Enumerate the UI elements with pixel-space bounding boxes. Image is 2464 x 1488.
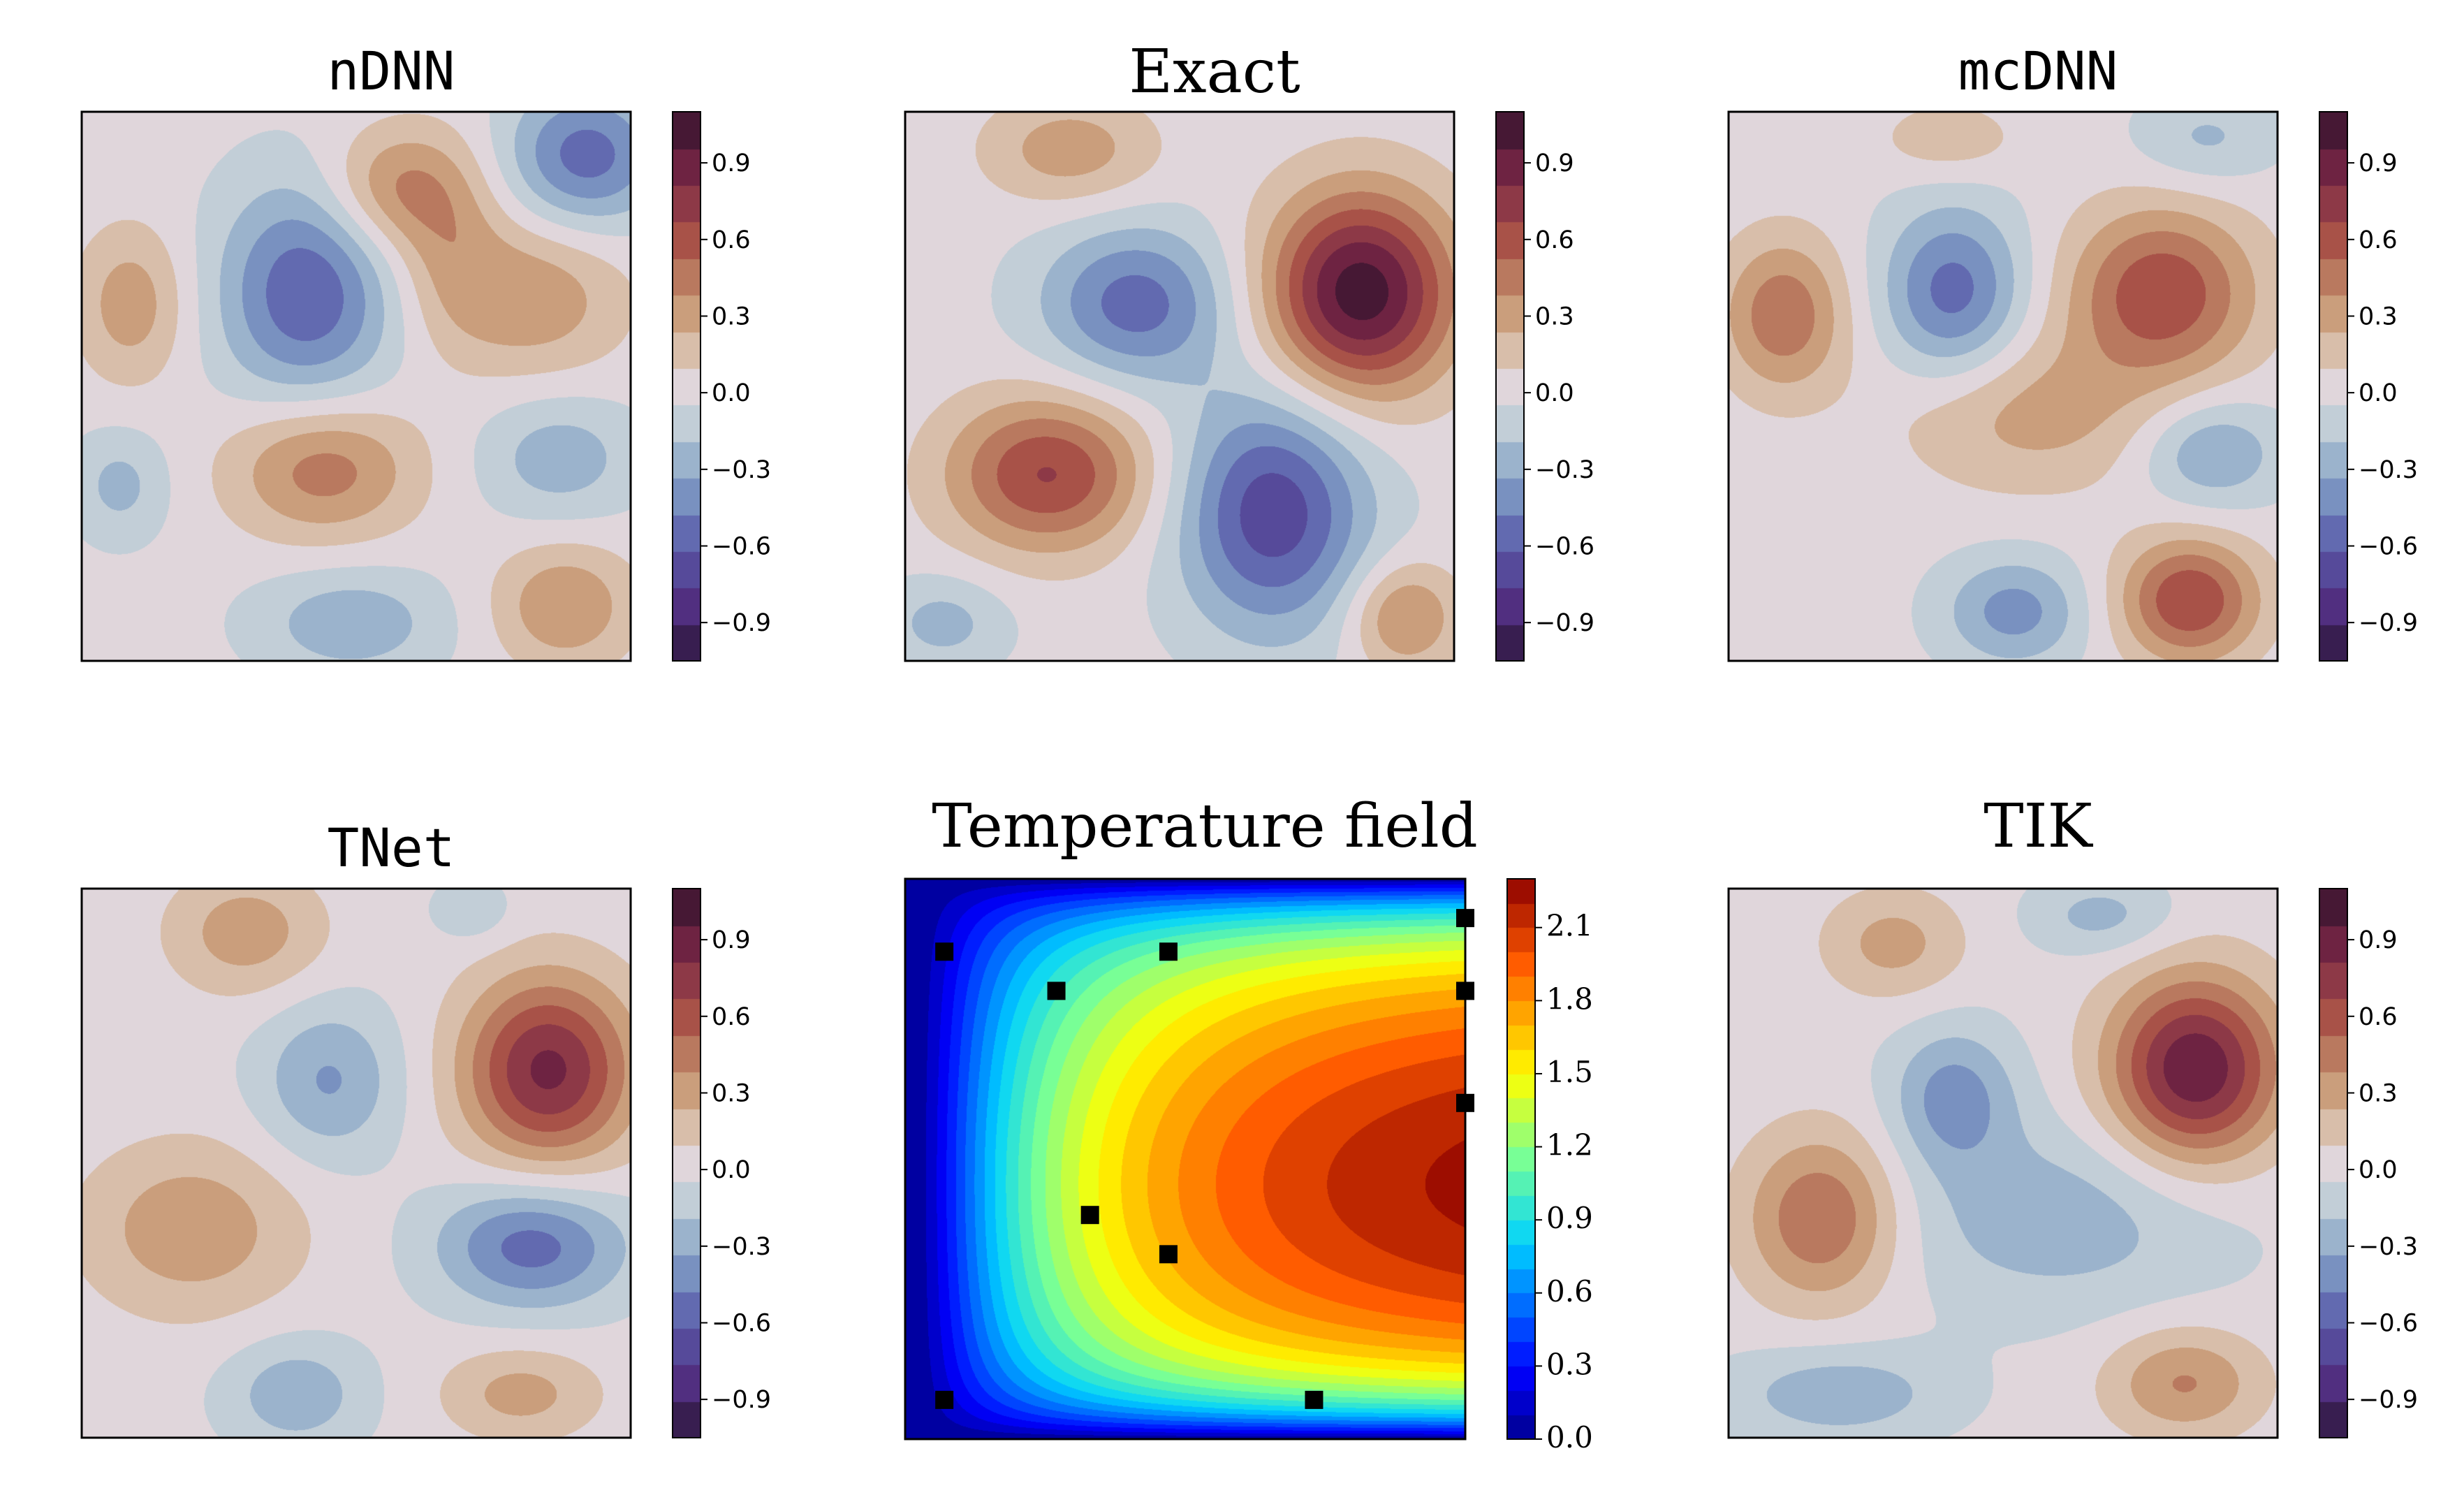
plot-area-tnet	[82, 889, 631, 1438]
colorbar-tick-label: −0.6	[712, 532, 771, 560]
colorbar-tick-label: −0.3	[712, 456, 771, 484]
colorbar-tick-label: −0.3	[712, 1233, 771, 1261]
colorbar-tick-label: 0.3	[1546, 1347, 1593, 1381]
colorbar-tick-label: 0.3	[2359, 1079, 2398, 1107]
colorbar-exact	[1496, 112, 1524, 661]
panel-title-tik: TIK	[1983, 792, 2093, 861]
colorbar-tick-label: −0.6	[1535, 532, 1594, 560]
colorbar-tick-label: −0.6	[712, 1309, 771, 1337]
colorbar-tick-label: 0.6	[1535, 226, 1574, 254]
colorbar-tick-label: 0.6	[712, 1003, 751, 1031]
sensor-markers	[935, 909, 1474, 1409]
panel-tik: TIK 0.9 0.6 0.3 0.0 −0.3 −0.6 −0.9	[1727, 792, 2418, 1439]
colorbar-tick-label: 0.3	[2359, 302, 2398, 330]
plot-frame-ndnn	[80, 110, 632, 662]
colorbar-ticks-ndnn: 0.9 0.6 0.3 0.0 −0.3 −0.6 −0.9	[701, 149, 771, 637]
colorbar-ndnn	[673, 112, 701, 661]
sensor-marker	[1080, 1206, 1099, 1225]
colorbar-tick-label: −0.3	[2359, 1233, 2418, 1261]
sensor-marker	[1305, 1390, 1323, 1409]
plot-frame-tnet	[80, 887, 632, 1439]
colorbar-tick-label: −0.3	[2359, 456, 2418, 484]
colorbar-tick-label: 0.9	[2359, 149, 2398, 177]
sensor-marker	[1159, 942, 1178, 961]
plot-area-mcdnn	[1729, 112, 2278, 661]
plot-area-tik	[1729, 889, 2278, 1438]
sensor-marker	[1456, 909, 1474, 928]
sensor-marker	[935, 1390, 954, 1409]
colorbar-tick-label: 1.2	[1546, 1128, 1593, 1162]
panel-tnet: TNet 0.9 0.6 0.3 0.0 −0.3 −0.6 −0.9	[80, 817, 771, 1439]
colorbar-tick-label: 0.9	[712, 926, 751, 954]
colorbar-tick-label: 0.0	[1535, 379, 1574, 407]
sensor-marker	[935, 942, 954, 961]
colorbar-tick-label: −0.9	[712, 1386, 771, 1414]
plot-frame-mcdnn	[1727, 110, 2279, 662]
sensor-marker	[1047, 982, 1066, 1000]
panel-title-tnet: TNet	[327, 817, 455, 879]
panel-exact: Exact 0.9 0.6 0.3 0.0 −0.3 −0.6 −0.9	[904, 37, 1594, 662]
colorbar-frame-tnet	[672, 888, 701, 1438]
colorbar-mcdnn	[2319, 112, 2347, 661]
plot-frame-tik	[1727, 887, 2279, 1439]
colorbar-frame-exact	[1495, 111, 1525, 662]
panel-title-ndnn: nDNN	[327, 40, 455, 102]
plot-frame-exact	[904, 110, 1455, 662]
colorbar-frame-mcdnn	[2319, 111, 2348, 662]
colorbar-tik	[2319, 889, 2347, 1438]
colorbar-tick-label: −0.9	[2359, 1386, 2418, 1414]
colorbar-ticks-mcdnn: 0.9 0.6 0.3 0.0 −0.3 −0.6 −0.9	[2347, 149, 2418, 637]
colorbar-tick-label: −0.3	[1535, 456, 1594, 484]
colorbar-tick-label: 0.6	[2359, 226, 2398, 254]
colorbar-tick-label: 0.6	[2359, 1003, 2398, 1031]
colorbar-ticks-tnet: 0.9 0.6 0.3 0.0 −0.3 −0.6 −0.9	[701, 926, 771, 1414]
colorbar-frame-temperature	[1506, 878, 1536, 1440]
panel-title-exact: Exact	[1129, 37, 1300, 107]
colorbar-tick-label: 2.1	[1546, 909, 1593, 943]
colorbar-tick-label: 0.3	[712, 1079, 751, 1107]
colorbar-tick-label: 0.0	[712, 379, 751, 407]
colorbar-ticks-temperature: 0.0 0.3 0.6 0.9 1.2 1.5 1.8 2.1	[1535, 909, 1593, 1454]
panel-title-mcdnn: mcDNN	[1958, 40, 2118, 102]
sensor-marker	[1456, 982, 1474, 1000]
plot-area-ndnn	[82, 112, 631, 661]
colorbar-tick-label: 0.9	[1535, 149, 1574, 177]
colorbar-tick-label: −0.6	[2359, 532, 2418, 560]
colorbar-ticks-exact: 0.9 0.6 0.3 0.0 −0.3 −0.6 −0.9	[1524, 149, 1594, 637]
panel-title-temperature: Temperature field	[932, 792, 1478, 861]
colorbar-tnet	[673, 889, 701, 1438]
colorbar-tick-label: 1.5	[1546, 1055, 1593, 1089]
colorbar-tick-label: 1.8	[1546, 982, 1593, 1016]
colorbar-tick-label: 0.0	[712, 1156, 751, 1184]
colorbar-tick-label: 0.0	[2359, 379, 2398, 407]
colorbar-tick-label: 0.9	[2359, 926, 2398, 954]
colorbar-tick-label: 0.0	[1546, 1420, 1593, 1454]
plot-area-exact	[905, 112, 1454, 661]
colorbar-tick-label: 0.6	[712, 226, 751, 254]
colorbar-tick-label: 0.9	[1546, 1201, 1593, 1235]
colorbar-tick-label: −0.9	[712, 609, 771, 637]
colorbar-tick-label: −0.9	[1535, 609, 1594, 637]
colorbar-frame-tik	[2319, 888, 2348, 1438]
colorbar-temperature	[1507, 879, 1535, 1439]
plot-area-temperature	[905, 879, 1465, 1439]
colorbar-tick-label: 0.9	[712, 149, 751, 177]
colorbar-ticks-tik: 0.9 0.6 0.3 0.0 −0.3 −0.6 −0.9	[2347, 926, 2418, 1414]
colorbar-tick-label: −0.6	[2359, 1309, 2418, 1337]
panel-temperature: Temperature field 0.0 0.3 0.6 0.9 1.2 1.5 1.8 2…	[904, 792, 1593, 1454]
panel-ndnn: nDNN 0.9 0.6 0.3 0.0 −0.3 −0.6 −0.9	[80, 40, 771, 662]
sensor-marker	[1456, 1093, 1474, 1112]
colorbar-frame-ndnn	[672, 111, 701, 662]
colorbar-tick-label: −0.9	[2359, 609, 2418, 637]
colorbar-tick-label: 0.6	[1546, 1274, 1593, 1308]
colorbar-tick-label: 0.3	[1535, 302, 1574, 330]
panel-mcdnn: mcDNN 0.9 0.6 0.3 0.0 −0.3 −0.6 −0.9	[1727, 40, 2418, 662]
colorbar-tick-label: 0.3	[712, 302, 751, 330]
sensor-marker	[1159, 1245, 1178, 1264]
plot-frame-temperature	[904, 877, 1467, 1440]
colorbar-tick-label: 0.0	[2359, 1156, 2398, 1184]
